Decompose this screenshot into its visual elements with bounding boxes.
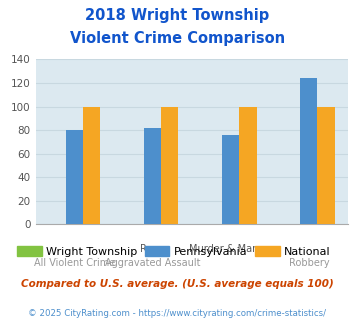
Bar bbox=[161, 107, 179, 224]
Bar bbox=[144, 128, 161, 224]
Bar bbox=[317, 107, 335, 224]
Text: 2018 Wright Township: 2018 Wright Township bbox=[85, 8, 270, 23]
Text: All Violent Crime: All Violent Crime bbox=[34, 258, 115, 268]
Bar bbox=[300, 78, 317, 224]
Text: Murder & Mans...: Murder & Mans... bbox=[189, 244, 273, 254]
Text: Robbery: Robbery bbox=[289, 258, 329, 268]
Bar bbox=[239, 107, 257, 224]
Bar bbox=[66, 130, 83, 224]
Legend: Wright Township, Pennsylvania, National: Wright Township, Pennsylvania, National bbox=[13, 242, 335, 261]
Text: Rape: Rape bbox=[140, 244, 165, 254]
Text: Compared to U.S. average. (U.S. average equals 100): Compared to U.S. average. (U.S. average … bbox=[21, 279, 334, 289]
Bar bbox=[83, 107, 100, 224]
Text: Aggravated Assault: Aggravated Assault bbox=[105, 258, 201, 268]
Text: © 2025 CityRating.com - https://www.cityrating.com/crime-statistics/: © 2025 CityRating.com - https://www.city… bbox=[28, 309, 327, 317]
Text: Violent Crime Comparison: Violent Crime Comparison bbox=[70, 31, 285, 46]
Bar bbox=[222, 135, 239, 224]
